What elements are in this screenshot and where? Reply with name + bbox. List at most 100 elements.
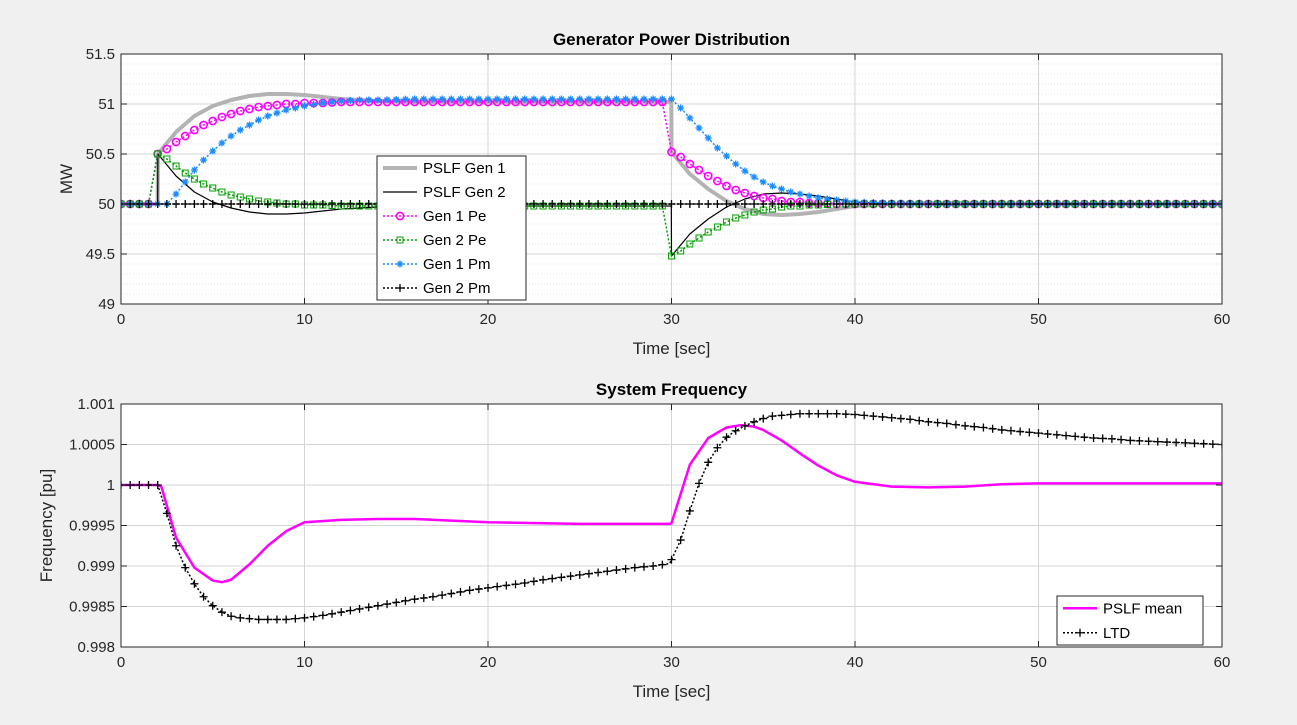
marker-square — [668, 252, 675, 260]
marker-circle — [245, 104, 254, 114]
marker-plus — [401, 596, 410, 605]
marker-plus — [594, 200, 603, 208]
marker-plus — [153, 200, 162, 208]
marker-star — [768, 182, 776, 190]
marker-star — [420, 95, 428, 103]
marker-plus — [649, 200, 658, 208]
marker-square — [218, 188, 226, 196]
marker-star — [796, 190, 804, 198]
x-tick-label: 60 — [1214, 311, 1231, 328]
marker-plus — [795, 200, 804, 208]
chart-title: Generator Power Distribution — [553, 30, 790, 49]
marker-plus — [153, 481, 162, 489]
marker-plus — [621, 200, 630, 208]
marker-circle — [235, 106, 245, 116]
marker-plus — [1208, 440, 1217, 449]
marker-plus — [1052, 200, 1061, 208]
y-tick-label: 50 — [98, 196, 115, 213]
marker-star — [585, 95, 593, 103]
marker-plus — [172, 541, 181, 550]
marker-plus — [832, 200, 841, 208]
marker-square — [741, 211, 749, 219]
marker-plus — [896, 200, 905, 208]
marker-plus — [933, 418, 942, 427]
marker-plus — [1190, 200, 1199, 208]
y-tick-label: 1.0005 — [69, 437, 115, 454]
marker-star — [456, 95, 464, 103]
marker-plus — [1208, 200, 1217, 208]
marker-circle — [254, 102, 264, 112]
marker-star — [181, 178, 189, 186]
legend-box — [376, 155, 527, 301]
marker-plus — [594, 568, 603, 577]
marker-star — [778, 185, 786, 193]
marker-square — [695, 234, 703, 242]
marker-star — [530, 95, 538, 103]
marker-star — [466, 95, 474, 103]
marker-plus — [263, 615, 272, 624]
marker-plus — [465, 586, 474, 595]
marker-plus — [548, 574, 557, 583]
marker-star — [741, 167, 749, 175]
marker-plus — [896, 414, 905, 423]
marker-star — [823, 195, 831, 203]
marker-plus — [704, 200, 713, 208]
marker-square — [154, 150, 162, 158]
marker-plus — [181, 563, 190, 572]
marker-star — [392, 96, 400, 103]
marker-plus — [355, 200, 364, 208]
marker-plus — [1135, 436, 1144, 445]
y-tick-label: 1.001 — [77, 396, 115, 413]
marker-plus — [704, 458, 713, 467]
marker-plus — [997, 425, 1006, 434]
marker-plus — [639, 200, 648, 208]
marker-plus — [254, 615, 263, 624]
marker-plus — [786, 200, 795, 208]
marker-star — [365, 96, 373, 104]
marker-square — [677, 247, 685, 255]
system-frequency-axes: 0 10 20 30 40 50 60 0.998 0.9985 0.999 0.9995 1 1.00… — [37, 380, 1230, 701]
marker-star — [310, 101, 318, 108]
marker-plus — [190, 200, 199, 208]
marker-plus — [823, 409, 832, 418]
legend-label: LTD — [1103, 625, 1130, 642]
marker-star — [374, 96, 382, 104]
x-tick-label: 30 — [663, 311, 680, 328]
marker-plus — [951, 200, 960, 208]
marker-star — [658, 95, 666, 103]
marker-plus — [1144, 437, 1153, 446]
marker-plus — [621, 564, 630, 573]
marker-plus — [539, 575, 548, 584]
marker-star — [438, 95, 446, 103]
marker-plus — [1089, 434, 1098, 443]
marker-plus — [1181, 438, 1190, 447]
marker-star — [484, 95, 492, 103]
marker-plus — [731, 200, 740, 208]
legend-label: Gen 2 Pe — [423, 232, 486, 249]
marker-star — [227, 132, 235, 140]
marker-plus — [162, 509, 171, 518]
marker-plus — [1172, 200, 1181, 208]
marker-star — [493, 95, 501, 103]
marker-plus — [658, 200, 667, 208]
y-tick-label: 1 — [107, 477, 115, 494]
marker-plus — [511, 580, 520, 589]
marker-plus — [740, 200, 749, 208]
marker-plus — [832, 409, 841, 418]
marker-plus — [291, 614, 300, 623]
marker-plus — [575, 200, 584, 208]
marker-plus — [906, 415, 915, 424]
marker-plus — [1135, 200, 1144, 208]
marker-plus — [245, 200, 254, 208]
x-tick-label: 20 — [480, 654, 497, 671]
marker-square — [750, 208, 758, 216]
series-line — [121, 423, 1222, 584]
marker-star — [539, 95, 547, 103]
marker-plus — [878, 412, 887, 421]
marker-plus — [1025, 428, 1034, 437]
marker-plus — [172, 200, 181, 208]
marker-plus — [1117, 435, 1126, 444]
marker-plus — [630, 200, 639, 208]
x-tick-label: 50 — [1030, 311, 1047, 328]
series-group — [121, 92, 1222, 260]
